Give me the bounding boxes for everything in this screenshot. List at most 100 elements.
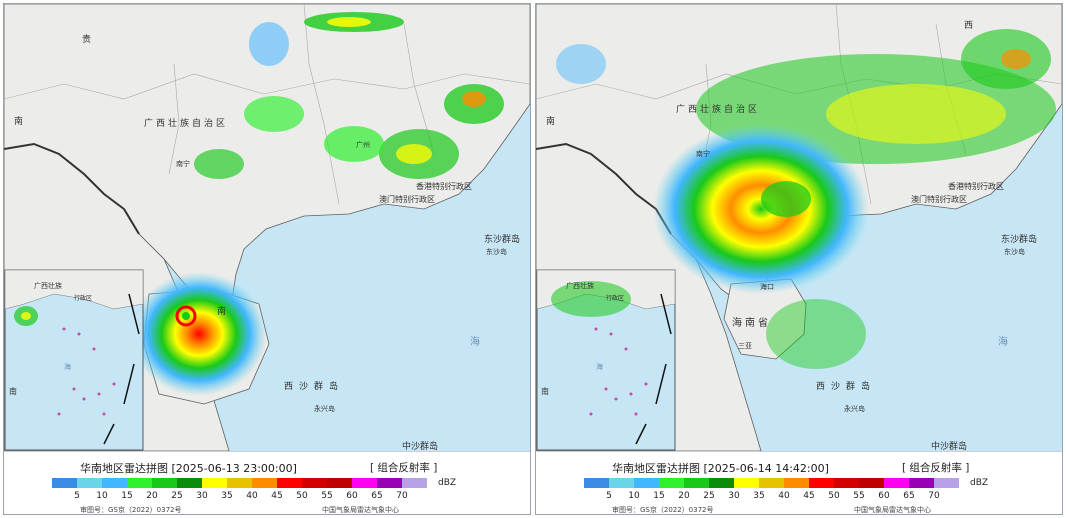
tick-label: 45 xyxy=(803,491,815,501)
color-swatch xyxy=(202,478,227,488)
city-guangzhou: 广州 xyxy=(356,140,370,149)
label-xisha-islands: 西沙群岛 xyxy=(284,380,344,392)
color-swatch xyxy=(127,478,152,488)
legend-2: 华南地区雷达拼图 [2025-06-14 14:42:00] [ 组合反射率 ]… xyxy=(536,451,1062,514)
unit-label: dBZ xyxy=(438,478,457,488)
label-hai: 海 xyxy=(998,335,1008,348)
tick-label: 55 xyxy=(321,491,333,501)
radar-panel-2: 广西壮族自治区 香港特别行政区 澳门特别行政区 东沙群岛 东沙岛 西沙群岛 永兴… xyxy=(535,3,1063,515)
inset-map-2: 广西壮族 行政区 南 海 xyxy=(536,269,676,451)
tick-label: 70 xyxy=(396,491,408,501)
color-swatch xyxy=(177,478,202,488)
label-nan: 南 xyxy=(546,115,555,127)
inset-label-nan: 南 xyxy=(9,386,17,396)
tick-label: 5 xyxy=(606,491,612,501)
tick-label: 65 xyxy=(903,491,915,501)
color-swatch xyxy=(659,478,684,488)
label-macau: 澳门特别行政区 xyxy=(911,194,967,204)
color-swatch xyxy=(377,478,402,488)
tick-label: 35 xyxy=(221,491,233,501)
tick-label: 10 xyxy=(628,491,640,501)
radar-panel-1: 广西壮族自治区 香港特别行政区 澳门特别行政区 东沙群岛 东沙岛 西沙群岛 永兴… xyxy=(3,3,531,515)
color-swatch xyxy=(834,478,859,488)
label-dongsha-islands: 东沙群岛 xyxy=(484,233,520,245)
tick-label: 30 xyxy=(728,491,740,501)
color-swatch xyxy=(277,478,302,488)
inset-label-zone: 行政区 xyxy=(74,294,92,302)
city-nanning: 南宁 xyxy=(176,159,190,168)
tick-label: 30 xyxy=(196,491,208,501)
product-label: [ 组合反射率 ] xyxy=(902,462,970,474)
label-nan-1: 南 xyxy=(14,115,23,127)
map-labels-1: 广西壮族自治区 香港特别行政区 澳门特别行政区 东沙群岛 东沙岛 西沙群岛 永兴… xyxy=(14,33,520,452)
label-hong-kong: 香港特别行政区 xyxy=(416,181,472,191)
label-gui: 贵 xyxy=(82,33,91,45)
tick-label: 25 xyxy=(703,491,715,501)
color-swatch xyxy=(609,478,634,488)
inset-label-guangxi: 广西壮族 xyxy=(34,281,62,290)
tick-label: 65 xyxy=(371,491,383,501)
color-swatch xyxy=(402,478,427,488)
scale-ticks: 5 10 15 20 25 30 35 40 45 50 55 60 65 70 xyxy=(584,491,959,503)
inset-label-hai: 海 xyxy=(596,362,603,371)
tick-label: 60 xyxy=(346,491,358,501)
label-hai: 海 xyxy=(470,335,480,348)
label-dongsha-island: 东沙岛 xyxy=(486,247,507,256)
color-swatch xyxy=(884,478,909,488)
tick-label: 45 xyxy=(271,491,283,501)
color-swatch xyxy=(809,478,834,488)
inset-label-nan: 南 xyxy=(541,386,549,396)
radar-map-1: 广西壮族自治区 香港特别行政区 澳门特别行政区 东沙群岛 东沙岛 西沙群岛 永兴… xyxy=(4,4,530,452)
color-swatch xyxy=(684,478,709,488)
scale-ticks: 5 10 15 20 25 30 35 40 45 50 55 60 65 70 xyxy=(52,491,427,503)
color-swatch xyxy=(227,478,252,488)
tick-label: 20 xyxy=(146,491,158,501)
review-number: 审图号：GS京（2022）0372号 xyxy=(80,506,182,514)
label-west: 西 xyxy=(964,20,973,31)
radar-echoes-1 xyxy=(131,12,504,396)
tick-label: 60 xyxy=(878,491,890,501)
color-swatch xyxy=(102,478,127,488)
tick-label: 50 xyxy=(296,491,308,501)
color-scale-bar xyxy=(584,478,959,488)
label-dongsha-islands: 东沙群岛 xyxy=(1001,233,1037,245)
tick-label: 25 xyxy=(171,491,183,501)
map-title: 华南地区雷达拼图 [2025-06-14 14:42:00] xyxy=(612,462,829,475)
label-yongxing-island: 永兴岛 xyxy=(844,404,865,413)
label-hong-kong: 香港特别行政区 xyxy=(948,181,1004,191)
color-swatch xyxy=(909,478,934,488)
product-label: [ 组合反射率 ] xyxy=(370,462,438,474)
tick-label: 40 xyxy=(778,491,790,501)
city-sanya: 三亚 xyxy=(738,342,752,350)
label-nan-2: 南 xyxy=(217,305,226,317)
inset-label-hai: 海 xyxy=(64,362,71,371)
map-title: 华南地区雷达拼图 [2025-06-13 23:00:00] xyxy=(80,462,297,475)
tick-label: 40 xyxy=(246,491,258,501)
color-swatch xyxy=(634,478,659,488)
legend-1: 华南地区雷达拼图 [2025-06-13 23:00:00] [ 组合反射率 ]… xyxy=(4,451,530,514)
tick-label: 5 xyxy=(74,491,80,501)
color-scale-bar xyxy=(52,478,427,488)
color-swatch xyxy=(584,478,609,488)
color-swatch xyxy=(934,478,959,488)
label-xisha-islands: 西沙群岛 xyxy=(816,380,876,392)
tick-label: 10 xyxy=(96,491,108,501)
national-border xyxy=(4,142,140,235)
tick-label: 15 xyxy=(653,491,665,501)
label-zhongsha-islands: 中沙群岛 xyxy=(402,440,438,451)
color-swatch xyxy=(152,478,177,488)
tick-label: 70 xyxy=(928,491,940,501)
label-macau: 澳门特别行政区 xyxy=(379,194,435,204)
inset-label-guangxi: 广西壮族 xyxy=(566,281,594,290)
tick-label: 50 xyxy=(828,491,840,501)
color-swatch xyxy=(859,478,884,488)
label-guangxi: 广西壮族自治区 xyxy=(144,117,228,129)
producer-label: 中国气象局雷达气象中心 xyxy=(322,506,399,514)
color-swatch xyxy=(327,478,352,488)
label-guangxi: 广西壮族自治区 xyxy=(676,103,760,115)
label-zhongsha-islands: 中沙群岛 xyxy=(931,440,967,451)
label-dongsha-island: 东沙岛 xyxy=(1004,247,1025,256)
color-swatch xyxy=(759,478,784,488)
inset-map-1: 广西壮族 行政区 南 海 xyxy=(4,269,144,451)
tick-label: 35 xyxy=(753,491,765,501)
